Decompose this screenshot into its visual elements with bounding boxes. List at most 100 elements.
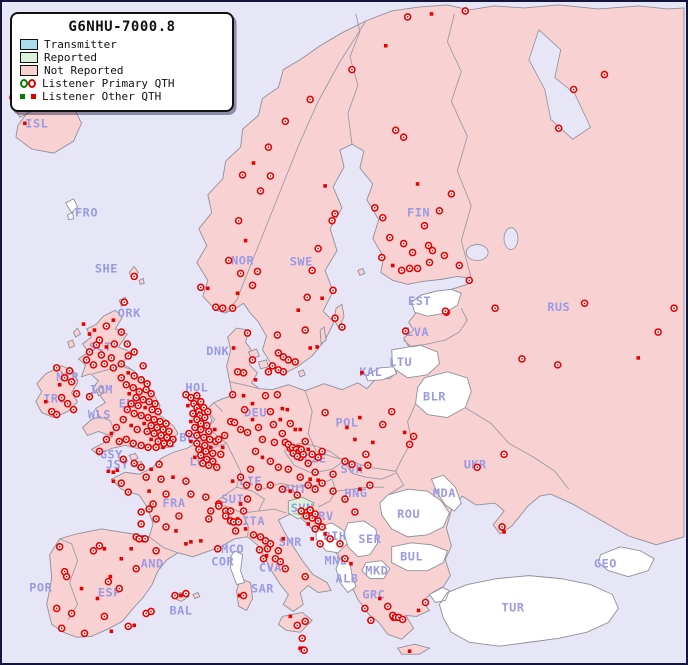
listener-primary-qth-marker — [518, 355, 526, 363]
listener-primary-qth-marker — [553, 361, 562, 369]
listener-primary-qth-marker — [117, 479, 126, 487]
listener-other-qth-marker — [349, 561, 353, 566]
listener-primary-qth-marker — [199, 459, 207, 468]
legend-item-label: Listener Other QTH — [42, 90, 162, 103]
listener-primary-qth-marker — [301, 617, 309, 626]
listener-primary-qth-marker — [82, 356, 91, 364]
listener-primary-qth-marker — [276, 557, 285, 566]
corsica-island — [230, 550, 246, 586]
listener-primary-qth-marker — [302, 512, 310, 520]
listener-primary-qth-marker — [104, 577, 113, 586]
listener-other-qth-marker — [43, 399, 48, 404]
listener-primary-qth-marker — [52, 410, 61, 419]
country-belarus — [415, 371, 472, 419]
listener-primary-qth-marker — [284, 465, 293, 474]
listener-primary-qth-marker — [206, 507, 215, 515]
listener-primary-qth-marker — [202, 447, 210, 456]
listener-primary-qth-marker — [405, 264, 414, 273]
listener-other-qth-marker — [390, 263, 395, 268]
region-kaliningrad — [365, 366, 398, 382]
listener-primary-qth-marker — [195, 445, 203, 454]
listener-markers-layer — [9, 7, 678, 654]
listener-primary-qth-marker — [204, 407, 212, 416]
listener-other-qth-marker — [92, 328, 97, 332]
listener-primary-qth-marker — [270, 438, 279, 447]
listener-primary-qth-marker — [338, 323, 346, 331]
listener-primary-qth-marker — [139, 395, 147, 404]
listener-primary-qth-marker — [60, 374, 69, 382]
listener-primary-qth-marker — [378, 213, 387, 222]
country-label-isl: ISL — [25, 116, 48, 130]
listener-primary-qth-marker — [141, 535, 149, 543]
listener-primary-qth-marker — [117, 374, 126, 382]
country-label-fin: FIN — [407, 206, 430, 220]
listener-primary-qth-marker — [85, 392, 94, 401]
listener-primary-qth-marker — [465, 276, 474, 285]
listener-primary-qth-marker — [175, 512, 183, 520]
listener-primary-qth-marker — [226, 507, 235, 515]
listener-primary-qth-marker — [236, 425, 245, 434]
faroe-islands — [64, 198, 79, 221]
listener-primary-qth-marker — [187, 393, 195, 402]
listener-other-qth-marker — [250, 401, 255, 406]
listener-other-qth-marker — [179, 593, 183, 598]
listener-primary-qth-marker — [150, 415, 158, 424]
listener-primary-qth-marker — [311, 468, 319, 477]
country-label-fra: FRA — [162, 496, 185, 510]
listener-primary-qth-marker — [127, 399, 136, 408]
listener-primary-qth-marker — [193, 391, 201, 400]
listener-primary-qth-marker — [311, 525, 319, 533]
listener-primary-qth-marker — [239, 369, 248, 377]
listener-primary-qth-marker — [185, 429, 193, 438]
listener-primary-qth-marker — [236, 473, 245, 481]
listener-other-qth-marker — [371, 440, 375, 445]
listener-primary-qth-marker — [348, 460, 356, 469]
country-label-tur: TUR — [501, 600, 524, 614]
listener-primary-qth-marker — [329, 470, 337, 479]
listener-primary-qth-marker — [57, 624, 66, 633]
country-label-dnk: DNK — [206, 344, 229, 358]
listener-primary-qth-marker — [100, 360, 109, 368]
listener-primary-qth-marker — [137, 463, 145, 472]
listener-primary-qth-marker — [132, 564, 140, 573]
listener-primary-qth-marker — [240, 405, 249, 414]
listener-other-qth-marker — [132, 623, 137, 628]
listener-primary-qth-marker — [580, 299, 589, 308]
listener-primary-qth-marker — [311, 485, 319, 493]
listener-primary-qth-marker — [97, 351, 106, 359]
hebrides-islands — [67, 327, 82, 349]
listener-other-qth-marker — [199, 539, 203, 543]
listener-primary-qth-marker — [274, 349, 283, 357]
listener-primary-qth-marker — [123, 340, 132, 348]
listener-other-qth-marker — [235, 291, 240, 296]
listener-primary-qth-marker — [124, 352, 133, 360]
listener-primary-qth-marker — [239, 507, 248, 515]
listener-other-qth-marker — [310, 537, 314, 541]
listener-other-qth-marker — [298, 427, 303, 432]
listener-primary-qth-marker — [246, 465, 255, 474]
listener-other-qth-marker — [208, 445, 213, 450]
listener-primary-qth-marker — [293, 491, 302, 499]
listener-primary-qth-marker — [281, 117, 290, 126]
listener-primary-qth-marker — [162, 419, 170, 428]
listener-primary-qth-marker — [189, 409, 197, 418]
listener-primary-qth-marker — [336, 540, 344, 548]
listener-primary-qth-marker — [230, 418, 239, 427]
listener-other-qth-marker — [296, 308, 301, 312]
listener-other-qth-marker — [358, 415, 362, 420]
listener-primary-qth-marker — [200, 433, 208, 442]
listener-other-qth-marker — [129, 547, 134, 551]
listener-primary-qth-marker — [268, 362, 277, 370]
listener-primary-qth-marker — [248, 356, 257, 364]
country-label-alb: ALB — [335, 572, 358, 586]
legend-item-4: Listener Other QTH — [20, 90, 224, 103]
listener-primary-qth-marker — [52, 604, 61, 613]
listener-primary-qth-marker — [159, 425, 167, 434]
listener-primary-qth-marker — [296, 473, 305, 481]
listener-primary-qth-marker — [155, 460, 163, 469]
listener-primary-qth-marker — [221, 512, 230, 520]
listener-primary-qth-marker — [165, 427, 173, 436]
listener-other-qth-marker — [383, 43, 388, 48]
listener-primary-qth-marker — [139, 362, 147, 370]
